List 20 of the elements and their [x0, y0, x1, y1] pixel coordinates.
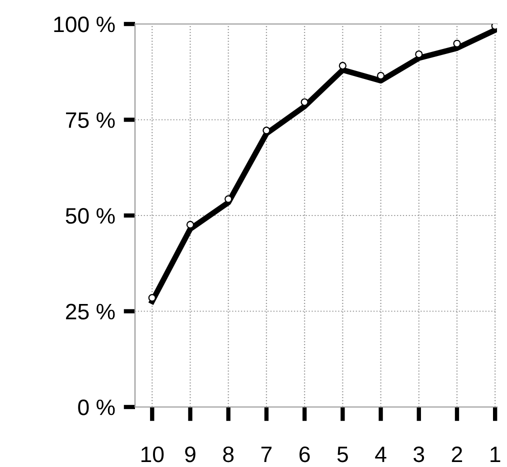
x-tick-label: 4 — [375, 446, 386, 462]
x-tick-label: 10 — [141, 446, 164, 462]
point — [186, 220, 194, 229]
y-tick-label: 0 % — [78, 400, 115, 416]
y-tick-label: 100 % — [54, 16, 115, 32]
y-tick-label: 50 % — [66, 208, 115, 224]
y-tick-label: 25 % — [66, 304, 115, 320]
x-tick-label: 7 — [261, 446, 272, 462]
point — [262, 126, 270, 134]
x-tick-label: 9 — [185, 446, 196, 462]
x-tick-label: 1 — [490, 446, 500, 462]
x-tick-label: 2 — [452, 446, 462, 462]
y-tick-label: 75 % — [66, 112, 115, 128]
x-tick-label: 3 — [414, 446, 424, 462]
point — [453, 40, 461, 48]
x-tick-label: 5 — [337, 446, 348, 462]
x-tick-label: 6 — [300, 446, 310, 462]
x-tick-label: 8 — [223, 446, 234, 462]
point — [338, 62, 346, 70]
point — [300, 98, 308, 106]
